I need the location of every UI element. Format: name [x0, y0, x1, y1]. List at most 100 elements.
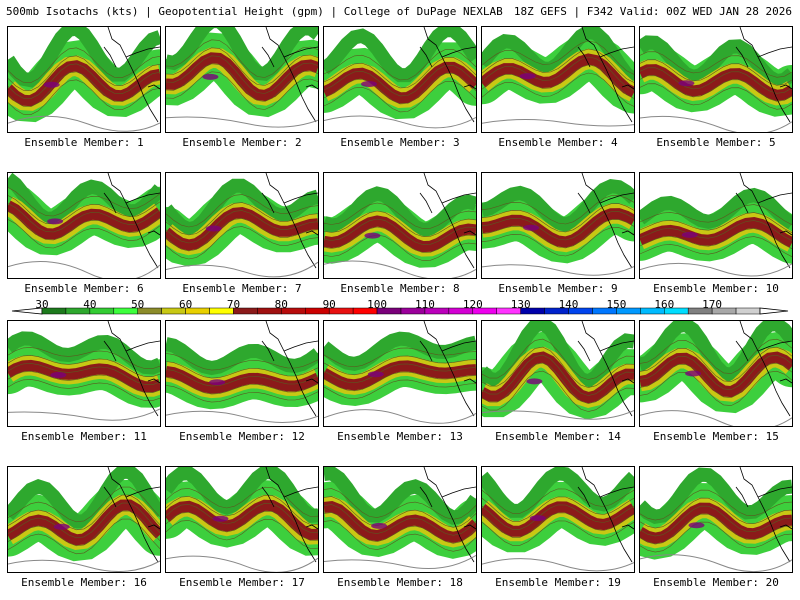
height-contour	[324, 371, 476, 392]
height-contour	[324, 234, 476, 261]
jet-max-purple	[47, 218, 64, 225]
scale-tick-label: 60	[178, 298, 193, 311]
jet-stream-map	[640, 467, 792, 572]
jet-core-red	[482, 208, 634, 248]
jet-max-purple	[361, 81, 377, 87]
coastline	[577, 27, 634, 123]
scale-right-arrow	[759, 307, 789, 315]
height-contour	[640, 212, 792, 233]
subtropical-contour	[324, 260, 476, 278]
height-contour	[482, 512, 634, 538]
wind-band-outer	[324, 186, 476, 238]
ensemble-panel	[639, 26, 793, 133]
height-contour	[640, 354, 792, 390]
ensemble-member-label: Ensemble Member: 18	[337, 576, 463, 589]
height-contour	[640, 521, 792, 553]
wind-band-outer	[482, 179, 634, 232]
subtropical-contour	[482, 558, 634, 572]
height-contour	[8, 371, 160, 394]
coastline	[103, 173, 160, 269]
isotach-color-scale	[0, 296, 800, 318]
height-contour	[8, 55, 160, 92]
subtropical-contour	[640, 554, 792, 572]
jet-stream-map	[482, 27, 634, 127]
jet-stream-map	[8, 173, 160, 278]
height-contour	[640, 497, 792, 529]
ensemble-member-label: Ensemble Member: 2	[182, 136, 302, 149]
height-contour	[8, 494, 160, 531]
coastline	[735, 27, 792, 123]
height-contour	[482, 56, 634, 91]
jet-core-red	[166, 207, 318, 251]
jet-max-purple	[681, 231, 698, 238]
height-contour	[8, 79, 160, 116]
height-contour	[166, 361, 318, 379]
height-contour	[640, 83, 792, 110]
jet-core-red	[166, 499, 318, 541]
height-contour	[8, 203, 160, 233]
jet-core-red	[640, 502, 792, 544]
height-contour	[482, 211, 634, 241]
jet-stream-map	[640, 173, 792, 277]
wind-band-outer	[166, 178, 318, 237]
ensemble-panel	[165, 466, 319, 573]
jet-stream-map	[482, 173, 634, 276]
height-contour	[482, 338, 634, 380]
coastline	[577, 321, 634, 417]
height-contour	[482, 354, 634, 396]
height-contour	[324, 202, 476, 229]
ensemble-panel	[639, 320, 793, 427]
subtropical-contour	[8, 260, 160, 278]
coastline	[261, 321, 318, 417]
height-contour	[324, 379, 476, 400]
scale-color-box	[735, 307, 761, 315]
jet-core-red	[482, 351, 634, 404]
height-contour	[8, 347, 160, 370]
jet-max-purple	[371, 522, 388, 529]
wind-band-outer	[8, 331, 160, 375]
height-contour	[482, 370, 634, 412]
ensemble-panel	[165, 320, 319, 427]
height-contour	[8, 486, 160, 523]
jet-core-red	[482, 53, 634, 98]
coastline	[261, 27, 318, 123]
ensemble-member-label: Ensemble Member: 13	[337, 430, 463, 443]
height-contour	[166, 218, 318, 252]
jet-max-purple	[678, 80, 695, 87]
height-contour	[166, 47, 318, 86]
jet-max-purple	[519, 73, 536, 80]
ensemble-panel	[323, 466, 477, 573]
height-contour	[8, 355, 160, 378]
coastline	[103, 321, 160, 417]
coastline	[419, 467, 476, 563]
jet-core-red	[640, 351, 792, 398]
jet-max-purple	[205, 225, 222, 232]
scale-tick-label: 140	[558, 298, 579, 311]
height-contour	[166, 226, 318, 260]
height-contour	[482, 64, 634, 99]
jet-max-purple	[364, 232, 381, 239]
wind-band-outer	[8, 467, 160, 529]
height-contour	[640, 67, 792, 94]
jet-core-red	[166, 366, 318, 394]
header-bar: 500mb Isotachs (kts) | Geopotential Heig…	[0, 0, 800, 24]
height-contour	[482, 520, 634, 546]
height-contour	[324, 210, 476, 237]
ensemble-panel	[7, 26, 161, 133]
coastline	[419, 321, 476, 417]
subtropical-contour	[166, 116, 318, 128]
scale-tick-label: 150	[606, 298, 627, 311]
jet-core-red	[8, 499, 160, 546]
scale-tick-label: 30	[35, 298, 49, 311]
jet-stream-map	[8, 27, 160, 132]
scale-tick-label: 170	[702, 298, 723, 311]
coastline	[735, 321, 792, 417]
height-contour	[324, 81, 476, 113]
jet-core-red	[640, 217, 792, 248]
wind-band-outer	[166, 337, 318, 376]
height-contour	[324, 65, 476, 97]
jet-stream-map	[166, 321, 318, 424]
jet-core-red	[8, 60, 160, 107]
height-contour	[640, 59, 792, 86]
subtropical-contour	[640, 115, 792, 132]
